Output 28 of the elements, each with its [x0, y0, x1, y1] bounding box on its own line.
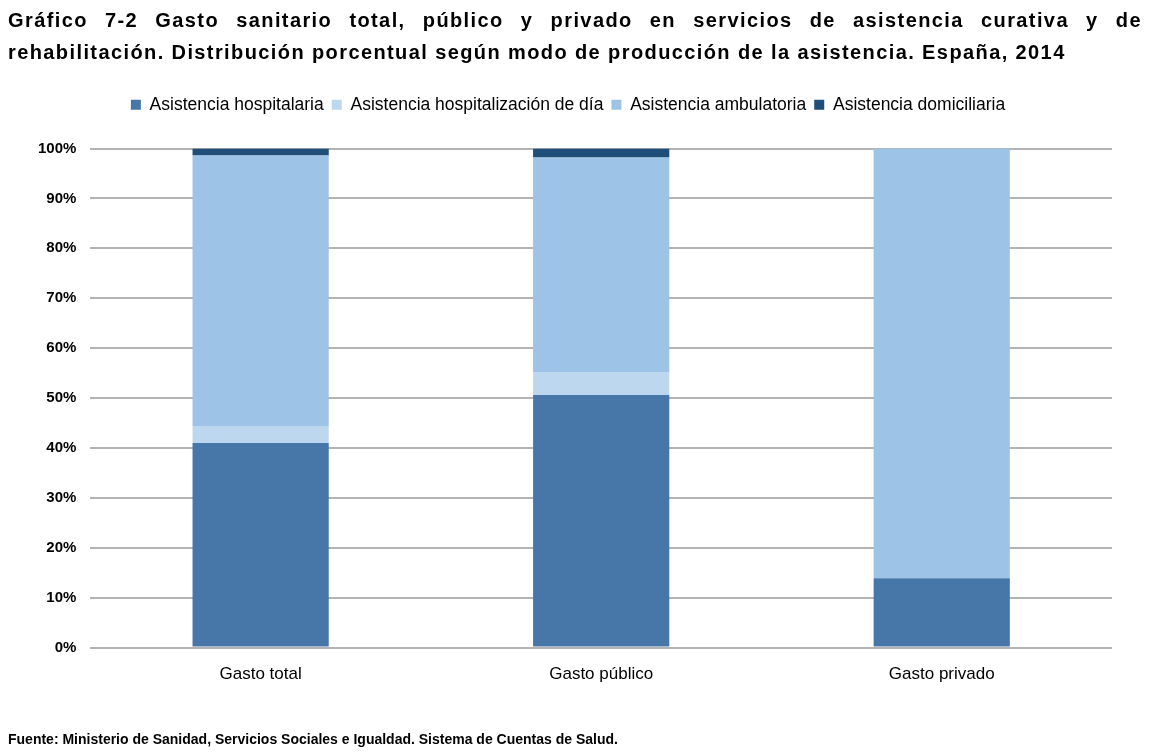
y-tick-label: 100%: [37, 138, 77, 156]
x-tick-label: Gasto total: [219, 664, 302, 684]
bar: [533, 157, 670, 373]
legend-label: Asistencia ambulatoria: [630, 93, 807, 114]
y-tick-label: 50%: [46, 388, 77, 406]
legend-label: Asistencia hospitalaria: [149, 93, 325, 114]
y-tick-label: 0%: [54, 637, 77, 655]
bar: [873, 148, 1010, 579]
y-tick-label: 10%: [46, 587, 77, 605]
bar: [533, 395, 670, 647]
y-tick-label: 40%: [46, 438, 77, 456]
y-tick-label: 70%: [46, 288, 77, 306]
y-tick-label: 90%: [46, 188, 77, 206]
y-tick-label: 30%: [46, 488, 77, 506]
bar: [873, 578, 1010, 647]
x-tick-label: Gasto público: [549, 664, 654, 684]
bar: [192, 442, 329, 647]
legend-label: Asistencia domiciliaria: [832, 93, 1006, 114]
bar: [192, 426, 329, 443]
y-tick-label: 80%: [46, 238, 77, 256]
legend-label: Asistencia hospitalización de día: [350, 93, 604, 114]
y-tick-label: 20%: [46, 537, 77, 555]
bar: [192, 155, 329, 426]
source-note: Fuente: Ministerio de Sanidad, Servicios Sociales e Igualdad. Sistema de Cuentas de Salud.: [8, 731, 618, 747]
bar: [533, 372, 670, 396]
chart-title: Gráfico 7-2 Gasto sanitario total, público y privado en servicios de asistencia curativa y de rehabilitación. Distribución porcentual según modo de producción de la asistencia. España, 2014: [8, 8, 1142, 65]
y-tick-label: 60%: [46, 338, 77, 356]
x-tick-label: Gasto privado: [888, 664, 995, 684]
